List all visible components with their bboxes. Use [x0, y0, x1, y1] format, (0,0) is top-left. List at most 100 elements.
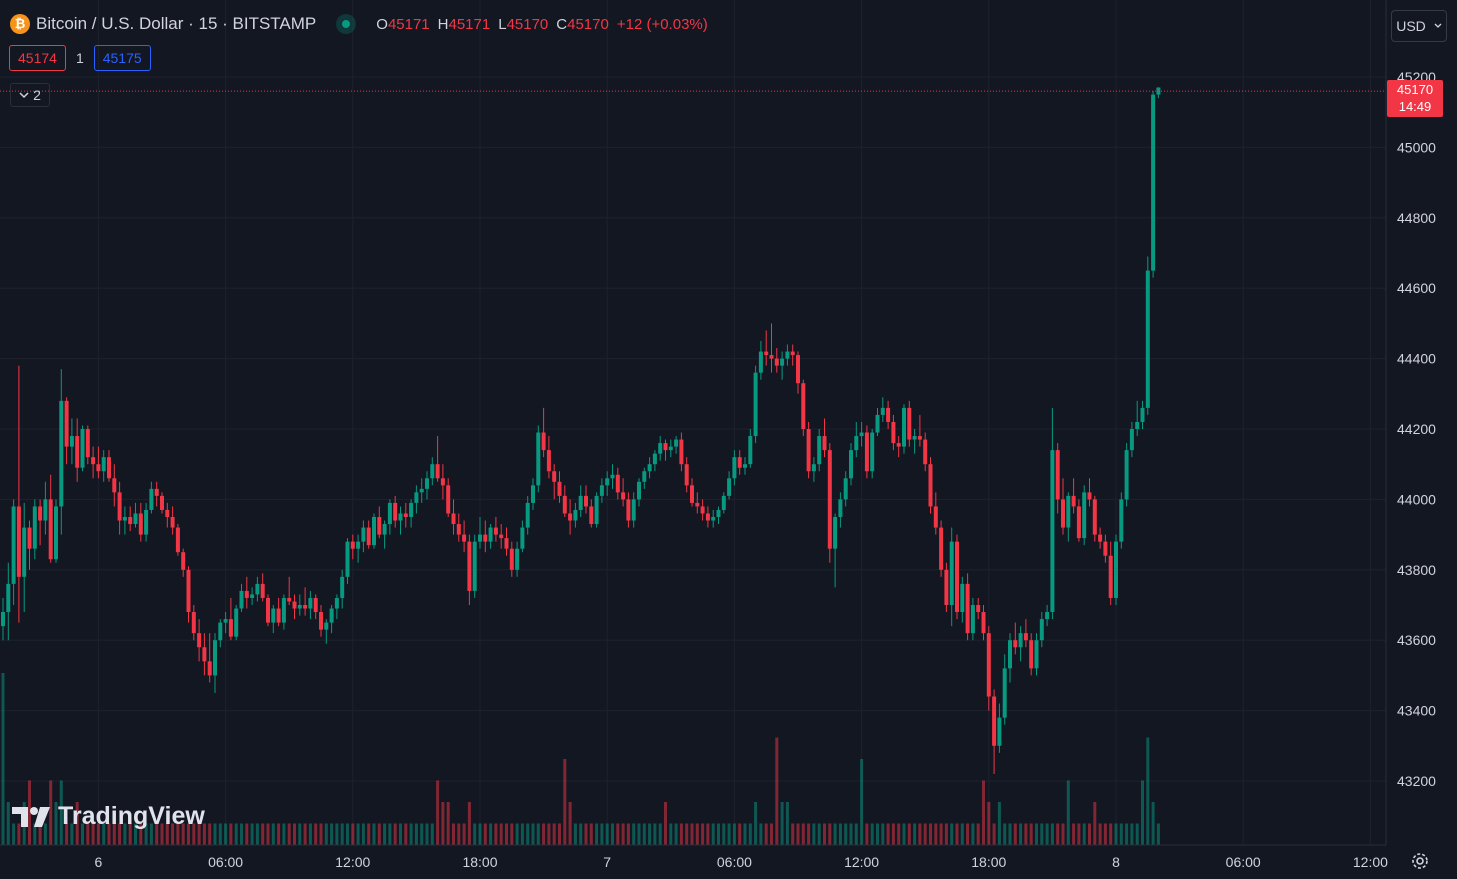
candle-body: [679, 439, 684, 465]
tradingview-logo[interactable]: TradingView: [12, 802, 205, 831]
candle-body: [1076, 506, 1081, 539]
volume-bar: [722, 823, 726, 845]
candle: [923, 432, 928, 472]
volume-bar: [584, 823, 588, 845]
trade-panel: 45174 1 45175: [9, 45, 151, 71]
candle: [425, 471, 429, 500]
candle-body: [557, 481, 562, 496]
candle-body: [652, 453, 657, 465]
candle: [917, 414, 922, 447]
candle-body: [59, 400, 64, 507]
candle: [568, 499, 573, 535]
volume-bar: [192, 823, 196, 845]
candle-body: [451, 513, 456, 525]
candle: [191, 605, 196, 641]
volume-bar: [621, 823, 625, 845]
symbol-title[interactable]: Bitcoin / U.S. Dollar · 15 · BITSTAMP: [36, 14, 317, 33]
candle: [552, 464, 557, 500]
sell-button[interactable]: 45174: [9, 45, 66, 71]
candle: [372, 513, 376, 549]
candle: [626, 492, 631, 528]
candle-body: [880, 407, 885, 415]
candle-body: [329, 608, 334, 623]
volume-bar: [1066, 780, 1070, 845]
price-tick-label: 43200: [1397, 773, 1436, 789]
volume-bar: [425, 823, 429, 845]
candle-body: [684, 464, 689, 486]
candle-body: [637, 481, 641, 500]
candle-body: [584, 495, 588, 507]
time-tick-label: 06:00: [1226, 854, 1261, 870]
volume-bar: [860, 759, 864, 845]
volume-bar: [589, 823, 593, 845]
candle: [949, 527, 954, 627]
candle: [992, 689, 997, 774]
candle-body: [356, 541, 361, 549]
volume-bar: [658, 823, 662, 845]
volume-bar: [531, 823, 535, 845]
time-tick-label: 18:00: [971, 854, 1006, 870]
candle-body: [748, 436, 753, 465]
candle: [138, 502, 143, 542]
candle-body: [515, 548, 520, 570]
candle: [546, 436, 551, 479]
volume-bar: [33, 823, 37, 845]
volume-bar: [176, 823, 180, 845]
candle-body: [753, 372, 758, 437]
candle-body: [54, 506, 58, 560]
bitcoin-icon[interactable]: ₿: [10, 14, 30, 34]
candle-body: [806, 429, 811, 472]
candle-body: [202, 647, 207, 662]
buy-button[interactable]: 45175: [93, 45, 151, 71]
volume-bar: [510, 823, 514, 845]
settings-icon[interactable]: [1409, 850, 1431, 872]
candle: [743, 457, 747, 475]
market-status-icon[interactable]: [336, 14, 357, 34]
indicators-toggle-button[interactable]: 2: [10, 83, 50, 107]
candle-body: [340, 576, 345, 598]
candle-body: [949, 541, 954, 605]
volume-bar: [775, 737, 779, 845]
candle-body: [939, 527, 944, 570]
candle: [75, 418, 80, 482]
volume-bar: [462, 823, 466, 845]
volume-bar: [536, 823, 540, 845]
candle-body: [281, 597, 286, 623]
candle: [350, 534, 355, 560]
candle: [313, 594, 318, 620]
volume-bar: [1019, 823, 1023, 845]
time-axis[interactable]: 6 06:00 12:00 18:00 7 06:00 12:00 18:00 8 06:00 12…: [0, 844, 1457, 879]
candle: [1076, 499, 1081, 542]
candle: [446, 478, 451, 517]
candle: [976, 597, 981, 620]
price-axis[interactable]: 4520045000448004460044400442004400043800…: [1385, 0, 1457, 879]
candle-body: [1061, 499, 1065, 528]
quantity-value[interactable]: 1: [75, 50, 84, 66]
candle: [997, 703, 1002, 753]
open-value: 45171: [387, 15, 430, 33]
volume-bar: [828, 823, 832, 845]
volume-bar: [277, 823, 281, 845]
candle: [785, 344, 790, 366]
candle-body: [907, 407, 912, 440]
candle-body: [1082, 492, 1087, 539]
candle: [955, 534, 959, 620]
volume-bar: [314, 823, 318, 845]
candle: [753, 365, 758, 444]
volume-bar: [171, 823, 175, 845]
candle-body: [833, 517, 838, 549]
volume-bar: [669, 823, 673, 845]
currency-select[interactable]: USD: [1391, 10, 1447, 42]
candle: [1124, 443, 1129, 507]
candle-body: [838, 499, 843, 517]
candle-body: [727, 478, 732, 496]
candle: [260, 573, 265, 602]
candle-body: [1008, 640, 1012, 669]
candle-body: [843, 478, 848, 500]
candle-body: [414, 492, 419, 503]
volume-bar: [213, 823, 217, 845]
time-axis-bg: [0, 845, 1457, 879]
volume-bar: [626, 823, 630, 845]
volume-bar: [1035, 823, 1038, 845]
